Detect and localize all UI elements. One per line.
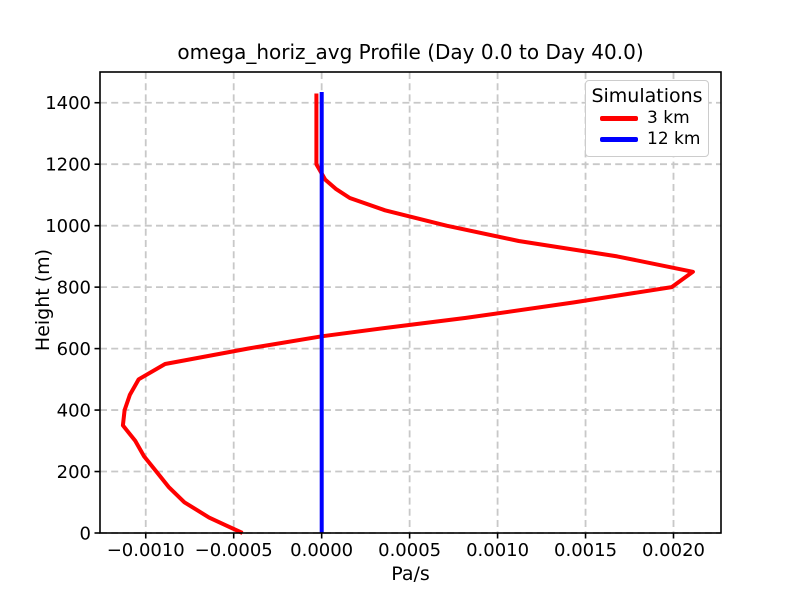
- y-axis-label: Height (m): [32, 248, 54, 352]
- legend: Simulations 3 km 12 km: [585, 80, 709, 157]
- y-tick-label: 200: [57, 462, 91, 483]
- x-axis-label: Pa/s: [391, 563, 430, 585]
- x-tick-label: 0.0020: [642, 540, 705, 561]
- y-tick-label: 1200: [45, 155, 91, 176]
- x-tick-label: 0.0015: [554, 540, 617, 561]
- series-line-3-km: [120, 93, 695, 535]
- x-tick-label: −0.0005: [195, 540, 273, 561]
- chart-title: omega_horiz_avg Profile (Day 0.0 to Day …: [177, 40, 644, 64]
- axes-frame: [99, 71, 722, 534]
- x-tick-label: 0.0010: [466, 540, 529, 561]
- legend-title: Simulations: [591, 85, 703, 107]
- legend-item-12km: 12 km: [591, 129, 703, 150]
- y-tick-label: 0: [80, 524, 91, 545]
- y-tick-label: 800: [57, 278, 91, 299]
- x-tick-label: 0.0005: [378, 540, 441, 561]
- legend-item-3km: 3 km: [591, 108, 703, 129]
- x-tick-label: −0.0010: [107, 540, 185, 561]
- y-tick-label: 1400: [45, 93, 91, 114]
- y-tick-label: 400: [57, 401, 91, 422]
- legend-label: 12 km: [647, 129, 701, 149]
- y-tick-label: 600: [57, 339, 91, 360]
- legend-line-blue-icon: [600, 137, 638, 142]
- y-tick-label: 1000: [45, 216, 91, 237]
- x-tick-label: 0.0000: [290, 540, 353, 561]
- legend-line-red-icon: [600, 116, 638, 121]
- legend-label: 3 km: [647, 108, 690, 128]
